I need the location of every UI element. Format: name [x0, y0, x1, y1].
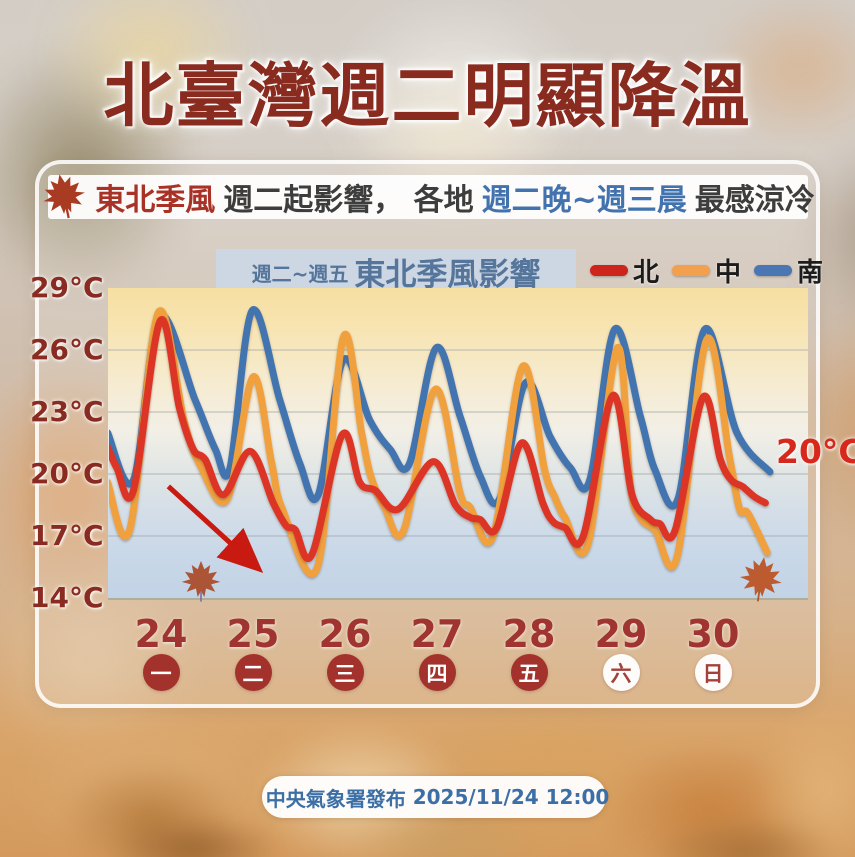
x-axis-date-label: 30	[686, 612, 740, 656]
chart-legend: 北中南	[590, 252, 823, 288]
legend-item-中: 中	[672, 252, 741, 289]
y-axis-label: 23°C	[30, 395, 104, 428]
x-axis-date-label: 24	[134, 612, 188, 656]
y-axis-label: 17°C	[30, 519, 104, 552]
issue-datetime: 2025/11/24 12:00	[412, 785, 610, 809]
y-axis-label: 20°C	[30, 457, 104, 490]
weekday-badge: 六	[602, 654, 640, 691]
chart-title-prefix: 週二~週五	[251, 262, 349, 286]
legend-label: 南	[797, 257, 824, 288]
weekday-badge: 三	[326, 654, 364, 691]
subtitle-segment: 週二起影響， 各地	[223, 183, 474, 218]
maple-leaf-icon	[181, 560, 221, 602]
legend-label: 北	[633, 257, 660, 288]
chart-title-box: 週二~週五 東北季風影響	[216, 249, 576, 293]
maple-leaf-icon	[739, 557, 782, 602]
legend-swatch	[754, 264, 793, 276]
legend-label: 中	[715, 257, 742, 288]
y-axis-label: 26°C	[30, 333, 104, 366]
weekday-badge: 五	[510, 654, 548, 691]
legend-swatch	[672, 264, 711, 276]
subtitle-segment: 東北季風	[95, 183, 216, 218]
x-axis-date-label: 27	[410, 612, 464, 656]
y-axis-label: 29°C	[30, 271, 104, 304]
legend-swatch	[590, 264, 628, 276]
weekday-badge: 日	[694, 654, 732, 691]
chart-title: 東北季風影響	[354, 257, 541, 293]
x-axis-date-label: 26	[318, 612, 372, 656]
x-axis-date-label: 25	[226, 612, 280, 656]
weekday-badge: 四	[418, 654, 456, 691]
issuer-stamp: 中央氣象署發布 2025/11/24 12:00	[262, 776, 609, 818]
legend-item-南: 南	[754, 252, 823, 289]
subtitle-segment: 週二晚~週三晨	[481, 183, 687, 218]
threshold-label: 20°C	[776, 432, 855, 471]
y-axis-label: 14°C	[30, 581, 104, 614]
plot-area	[108, 288, 808, 600]
issuer-name: 中央氣象署發布	[265, 786, 406, 811]
maple-leaf-icon	[43, 174, 86, 219]
weekday-badge: 二	[234, 654, 272, 691]
page-title: 北臺灣週二明顯降溫	[103, 55, 752, 137]
subtitle-bar: 東北季風 週二起影響， 各地 週二晚~週三晨 最感涼冷	[43, 174, 815, 219]
weekday-badge: 一	[142, 654, 180, 691]
x-axis-date-label: 28	[502, 612, 556, 656]
subtitle-segment: 最感涼冷	[694, 183, 815, 218]
legend-item-北: 北	[590, 252, 659, 289]
bokeh-blob	[40, 0, 260, 140]
x-axis-date-label: 29	[594, 612, 648, 656]
